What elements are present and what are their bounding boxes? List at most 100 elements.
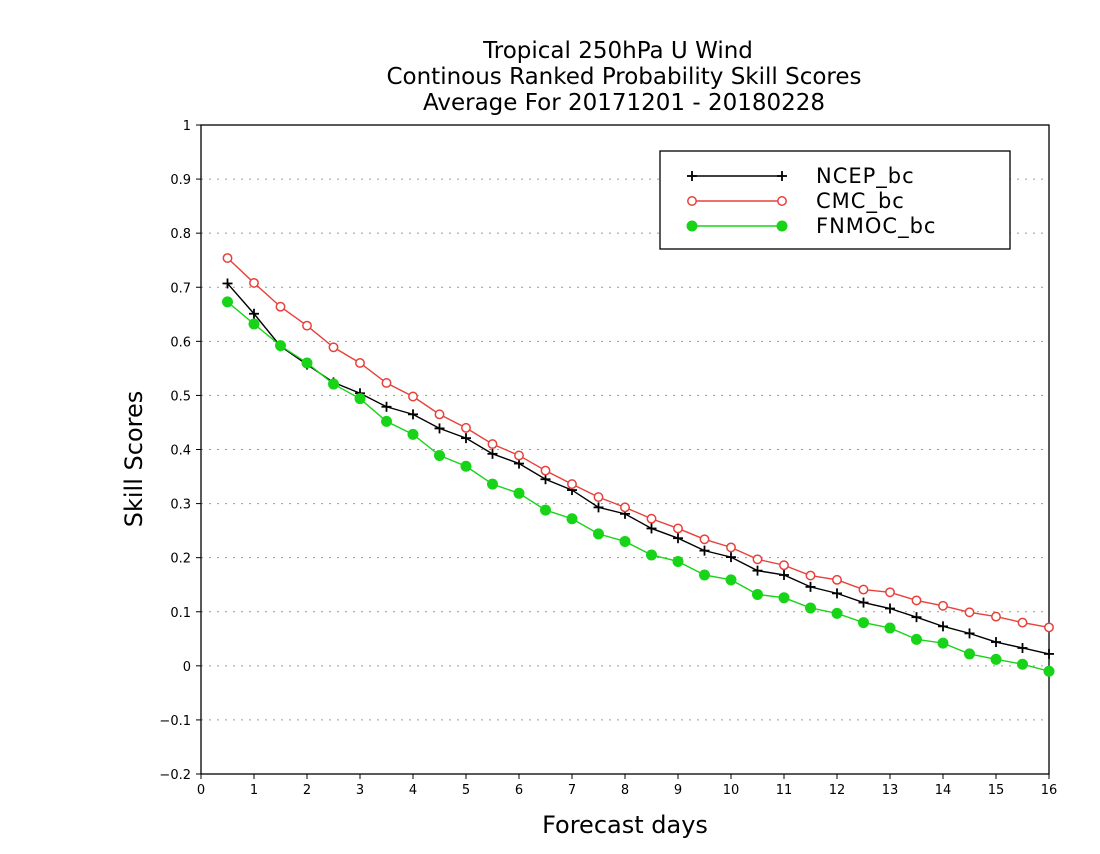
gridlines xyxy=(201,178,1049,721)
legend-label: FNMOC_bc xyxy=(816,214,936,239)
y-axis-tick-labels: −0.2 −0.1 0 0.1 0.2 0.3 0.4 0.5 0.6 0.7 0.8 0.9 1 xyxy=(159,119,191,783)
data-point-cmc-bc xyxy=(646,513,657,524)
data-point-fnmoc-bc xyxy=(937,637,949,649)
data-point-cmc-bc xyxy=(858,584,869,595)
data-point-cmc-bc xyxy=(752,554,763,565)
data-point-fnmoc-bc xyxy=(1017,658,1028,670)
x-tick-label: 4 xyxy=(409,783,417,798)
data-point-fnmoc-bc xyxy=(831,607,843,619)
data-point-cmc-bc xyxy=(938,600,948,611)
data-point-fnmoc-bc xyxy=(593,528,604,540)
data-point-cmc-bc xyxy=(249,277,259,288)
data-point-cmc-bc xyxy=(222,253,233,263)
data-point-cmc-bc xyxy=(699,534,710,545)
y-tick-label: 0.1 xyxy=(170,606,191,621)
legend-marker xyxy=(777,171,787,181)
data-point-cmc-bc xyxy=(355,358,365,368)
data-point-cmc-bc xyxy=(1017,617,1028,628)
legend-marker xyxy=(776,220,788,232)
data-point-ncep-bc xyxy=(699,545,710,556)
x-tick-label: 13 xyxy=(882,783,899,798)
data-point-ncep-bc xyxy=(991,637,1001,648)
y-tick-label: 0.7 xyxy=(170,281,191,296)
data-point-fnmoc-bc xyxy=(407,428,419,440)
data-point-fnmoc-bc xyxy=(964,648,975,660)
data-point-cmc-bc xyxy=(726,542,736,553)
legend-marker xyxy=(687,196,697,206)
data-point-fnmoc-bc xyxy=(858,617,869,629)
data-point-cmc-bc xyxy=(328,342,339,353)
data-point-fnmoc-bc xyxy=(672,555,684,567)
x-tick-label: 6 xyxy=(515,783,523,798)
data-point-fnmoc-bc xyxy=(381,415,392,427)
series-line-cmc-bc xyxy=(227,257,1050,629)
data-point-cmc-bc xyxy=(381,378,392,388)
data-point-cmc-bc xyxy=(408,391,418,402)
data-point-ncep-bc xyxy=(540,474,551,485)
x-tick-label: 9 xyxy=(674,783,682,798)
x-tick-label: 16 xyxy=(1041,783,1058,798)
data-point-ncep-bc xyxy=(911,612,922,623)
legend-box xyxy=(659,150,1011,250)
data-point-cmc-bc xyxy=(514,450,524,461)
x-tick-label: 14 xyxy=(935,783,952,798)
data-point-fnmoc-bc xyxy=(354,393,366,405)
data-point-cmc-bc xyxy=(832,574,842,585)
data-point-cmc-bc xyxy=(885,587,895,598)
x-tick-label: 0 xyxy=(197,783,205,798)
x-tick-label: 2 xyxy=(303,783,311,798)
axis-ticks xyxy=(196,124,1050,779)
data-point-ncep-bc xyxy=(408,409,418,420)
data-point-fnmoc-bc xyxy=(328,378,339,390)
series-lines xyxy=(222,253,1055,677)
data-point-fnmoc-bc xyxy=(911,633,922,645)
data-point-fnmoc-bc xyxy=(884,622,896,634)
data-point-ncep-bc xyxy=(885,603,895,614)
data-point-cmc-bc xyxy=(620,502,630,513)
data-point-ncep-bc xyxy=(832,588,842,599)
data-point-cmc-bc xyxy=(302,320,312,331)
series-fnmoc-bc xyxy=(222,296,1055,677)
data-point-ncep-bc xyxy=(381,401,392,412)
series-cmc-bc xyxy=(222,253,1054,633)
data-point-fnmoc-bc xyxy=(566,513,578,525)
data-point-ncep-bc xyxy=(487,448,498,459)
chart-title-line-3: Average For 20171201 - 20180228 xyxy=(423,90,825,116)
chart-title-line-2: Continous Ranked Probability Skill Score… xyxy=(386,64,861,90)
data-point-ncep-bc xyxy=(461,433,471,444)
y-tick-label: 1 xyxy=(183,119,191,134)
data-point-ncep-bc xyxy=(249,308,259,319)
data-point-cmc-bc xyxy=(779,560,789,571)
data-point-ncep-bc xyxy=(673,533,683,544)
x-tick-label: 11 xyxy=(776,783,793,798)
data-point-fnmoc-bc xyxy=(699,569,710,581)
legend-entry-ncep-bc: NCEP_bc xyxy=(687,164,915,189)
data-point-fnmoc-bc xyxy=(805,602,816,614)
data-point-fnmoc-bc xyxy=(487,478,498,490)
data-point-ncep-bc xyxy=(1044,648,1054,659)
data-point-ncep-bc xyxy=(964,628,975,639)
data-point-cmc-bc xyxy=(911,595,922,606)
data-point-ncep-bc xyxy=(752,565,763,576)
data-point-fnmoc-bc xyxy=(540,504,551,516)
legend-label: NCEP_bc xyxy=(816,164,915,189)
legend-marker xyxy=(687,171,697,181)
x-tick-label: 12 xyxy=(829,783,846,798)
data-point-fnmoc-bc xyxy=(1043,665,1055,677)
series-line-ncep-bc xyxy=(226,283,1050,655)
data-point-ncep-bc xyxy=(222,278,233,289)
chart-title: Tropical 250hPa U Wind Continous Ranked … xyxy=(386,38,861,116)
data-point-ncep-bc xyxy=(434,423,445,434)
data-point-cmc-bc xyxy=(991,611,1001,622)
data-point-fnmoc-bc xyxy=(301,357,313,369)
data-point-cmc-bc xyxy=(540,465,551,476)
y-tick-label: 0.2 xyxy=(170,552,191,567)
y-tick-label: 0.8 xyxy=(170,227,191,242)
y-tick-label: 0.6 xyxy=(170,335,191,350)
data-point-ncep-bc xyxy=(858,597,869,608)
legend-entry-fnmoc-bc: FNMOC_bc xyxy=(686,214,936,239)
data-point-fnmoc-bc xyxy=(275,340,286,352)
